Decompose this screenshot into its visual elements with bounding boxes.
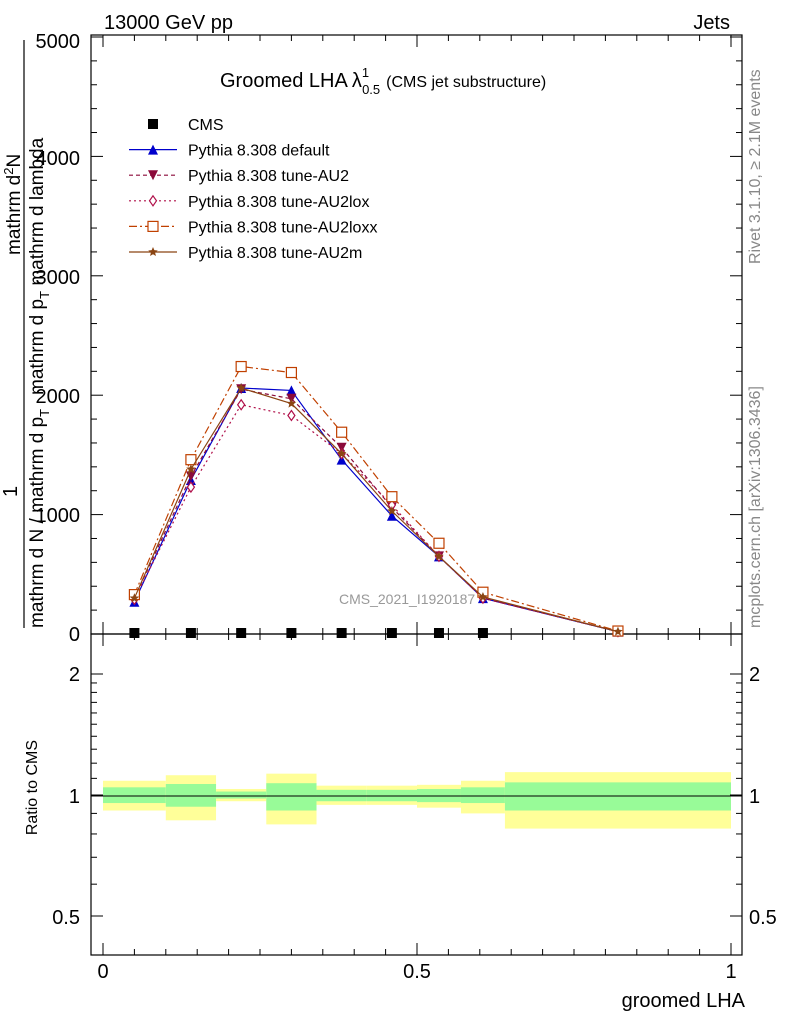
data-point-au2m xyxy=(478,591,488,602)
legend-label-default: Pythia 8.308 default xyxy=(188,143,330,160)
ratio-tick-label-right-1: 1 xyxy=(749,786,760,808)
data-point-au2loxx xyxy=(336,426,348,438)
y-tick-label-3000: 3000 xyxy=(36,267,81,289)
legend-marker-au2loxx xyxy=(147,220,159,232)
data-point-cms xyxy=(477,628,488,638)
data-point-au2m xyxy=(336,448,347,458)
series-layer xyxy=(128,360,624,638)
data-point-au2loxx xyxy=(235,360,247,373)
data-point-au2loxx xyxy=(386,491,398,503)
main-y-axis-title: 1 mathrm d N / mathrm d pT mathrm d2N ma… xyxy=(0,40,52,628)
data-point-cms xyxy=(185,628,196,638)
ratio-tick-label-right-2: 2 xyxy=(749,664,760,686)
legend-marker-au2lox xyxy=(148,194,158,207)
ratio-y-tick-labels-right: 0.5 1 2 xyxy=(749,664,777,929)
ylabel-upper-line2: mathrm d pT mathrm d lambda xyxy=(27,137,52,395)
y-tick-label-0: 0 xyxy=(69,624,80,646)
ratio-inner-band-3 xyxy=(266,783,317,811)
data-point-cms xyxy=(433,628,444,638)
ylabel-upper-line1: mathrm d2N xyxy=(1,154,25,255)
ratio-y-tick-labels-left: 0.5 1 2 xyxy=(52,664,80,929)
ylabel-lower: mathrm d N / mathrm d pT xyxy=(27,409,52,628)
data-point-au2m xyxy=(613,626,623,636)
legend-label-cms: CMS xyxy=(188,117,224,134)
data-point-au2lox xyxy=(287,409,296,422)
ratio-inner-band-1 xyxy=(165,784,217,807)
x-tick-label-0: 0 xyxy=(97,961,108,983)
x-axis-title: groomed LHA xyxy=(622,990,746,1012)
data-point-cms xyxy=(236,628,247,638)
legend: CMS Pythia 8.308 default Pythia 8.308 tune… xyxy=(129,117,377,262)
data-point-au2m xyxy=(434,551,444,561)
ratio-tick-label-0.5: 0.5 xyxy=(52,907,80,929)
data-point-au2loxx xyxy=(433,537,445,549)
ratio-inner-band-7 xyxy=(460,787,505,804)
y-tick-label-1000: 1000 xyxy=(36,505,81,527)
legend-marker-au2 xyxy=(148,170,158,181)
data-point-default xyxy=(386,510,397,521)
data-point-default xyxy=(286,385,297,396)
data-point-cms xyxy=(286,628,297,638)
ratio-tick-label-2: 2 xyxy=(69,664,80,686)
ratio-inner-band-2 xyxy=(216,791,267,799)
legend-marker-au2m xyxy=(148,247,158,257)
data-point-au2lox xyxy=(236,398,246,411)
header-left: 13000 GeV pp xyxy=(104,12,233,34)
legend-marker-default xyxy=(148,144,158,155)
ratio-tick-label-1: 1 xyxy=(69,786,80,808)
legend-label-au2: Pythia 8.308 tune-AU2 xyxy=(188,168,349,185)
ratio-y-axis-title: Ratio to CMS xyxy=(24,740,41,835)
main-axis-ticks xyxy=(91,35,742,635)
y-tick-label-4000: 4000 xyxy=(36,148,81,170)
y-tick-label-5000: 5000 xyxy=(36,31,81,53)
data-point-cms xyxy=(336,628,347,638)
main-y-tick-labels: 0 1000 2000 3000 4000 5000 xyxy=(36,31,81,646)
ylabel-one: 1 xyxy=(0,486,22,497)
series-cms xyxy=(129,628,488,638)
legend-label-au2lox: Pythia 8.308 tune-AU2lox xyxy=(188,194,369,211)
data-point-au2m xyxy=(186,464,196,474)
legend-label-au2m: Pythia 8.308 tune-AU2m xyxy=(188,245,362,262)
plot-title: Groomed LHA λ1 0.5 (CMS jet substructure) xyxy=(220,65,546,97)
data-point-cms xyxy=(386,628,397,638)
y-tick-label-2000: 2000 xyxy=(36,386,81,408)
legend-label-au2loxx: Pythia 8.308 tune-AU2loxx xyxy=(188,219,377,236)
data-point-cms xyxy=(129,628,140,638)
mcplots-label: mcplots.cern.ch [arXiv:1306.3436] xyxy=(747,386,764,628)
series-au2m xyxy=(129,383,623,636)
data-point-au2loxx xyxy=(285,366,297,379)
data-point-au2lox xyxy=(186,481,196,494)
x-tick-label-0.5: 0.5 xyxy=(403,961,431,983)
x-tick-labels: 0 0.5 1 xyxy=(97,961,736,983)
header-right: Jets xyxy=(693,12,730,34)
data-point-au2m xyxy=(387,506,397,516)
ratio-bands xyxy=(103,772,731,829)
data-point-au2m xyxy=(236,383,246,393)
x-tick-label-1: 1 xyxy=(725,961,736,983)
data-point-au2m xyxy=(129,593,140,603)
data-point-au2m xyxy=(286,398,297,408)
legend-marker-cms xyxy=(148,119,158,129)
ratio-tick-label-right-0.5: 0.5 xyxy=(749,907,777,929)
analysis-watermark: CMS_2021_I1920187 xyxy=(339,591,475,607)
ratio-axis-ticks xyxy=(91,634,742,955)
ratio-inner-band-0 xyxy=(103,787,166,804)
rivet-label: Rivet 3.1.10, ≥ 2.1M events xyxy=(747,69,764,264)
